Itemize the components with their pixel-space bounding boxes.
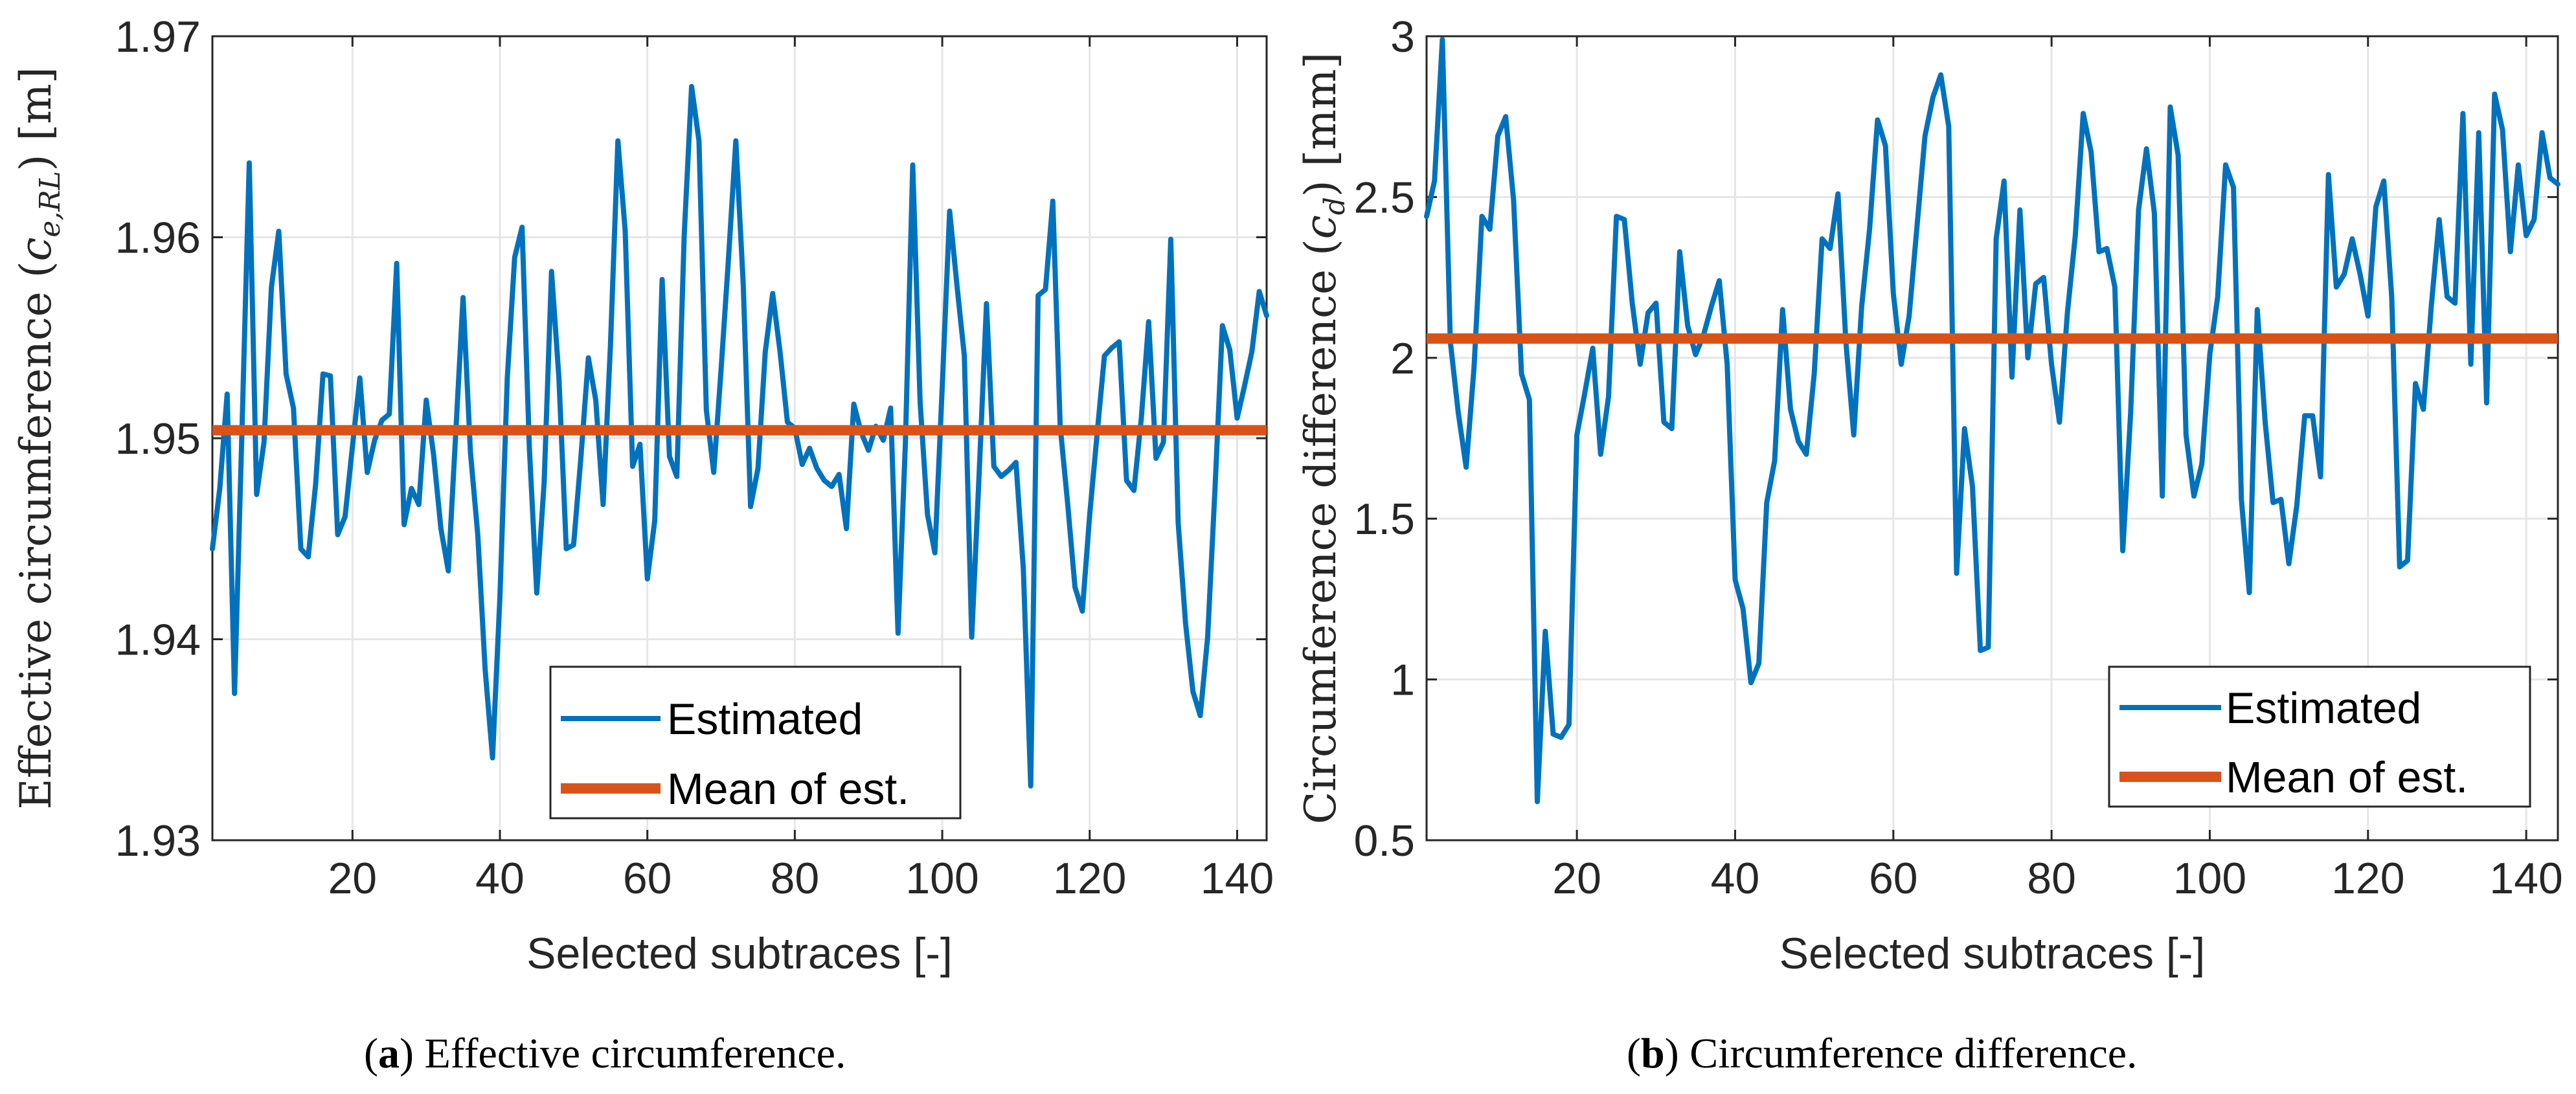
- x-tick-label: 140: [1201, 854, 1274, 903]
- x-tick-label: 20: [328, 854, 377, 903]
- legend-label-estimated: Estimated: [667, 695, 863, 744]
- legend: Estimated Mean of est.: [549, 665, 962, 820]
- y-tick-label: 1: [1390, 656, 1415, 705]
- y-axis-label-suffix: ) [m]: [11, 67, 61, 171]
- y-tick-label: 1.95: [115, 414, 201, 463]
- y-axis-label-sub: e,RL: [34, 171, 67, 237]
- y-axis-label: Circumference difference (cd) [mm]: [1296, 52, 1351, 825]
- series-estimated-line: [210, 84, 1269, 789]
- y-tick-label: 2: [1390, 334, 1415, 383]
- caption-a: (a) Effective circumference.: [364, 1030, 846, 1077]
- y-tick-label: 0.5: [1353, 816, 1415, 865]
- x-tick-label: 100: [2173, 854, 2246, 903]
- y-tick-label: 1.97: [115, 12, 201, 61]
- y-tick-label: 1.93: [115, 816, 201, 865]
- y-axis-label-sub: d: [1318, 197, 1351, 215]
- axes-box: [1425, 35, 2559, 842]
- x-tick-label: 140: [2489, 854, 2562, 903]
- legend-label-mean: Mean of est.: [2226, 753, 2468, 802]
- chart-panel-b: 20 40 60 80 100 120 140 0.5 1 1.5 2 2.5 3 Estimated Me…: [1296, 12, 2563, 978]
- series-estimated-line: [1424, 37, 2560, 805]
- caption-b: (b) Circumference difference.: [1627, 1030, 2138, 1077]
- x-tick-label: 60: [1869, 854, 1918, 903]
- x-tick-label: 60: [623, 854, 672, 903]
- x-tick-label: 40: [475, 854, 525, 903]
- y-tick-label: 1.5: [1353, 495, 1415, 544]
- legend-label-mean: Mean of est.: [667, 765, 909, 814]
- x-tick-label: 40: [1711, 854, 1760, 903]
- y-axis-label-var: c: [11, 238, 61, 262]
- y-axis-label-var: c: [1296, 215, 1346, 239]
- legend: Estimated Mean of est.: [2108, 665, 2531, 808]
- x-tick-label: 80: [771, 854, 820, 903]
- y-axis-label-prefix: Circumference difference (: [1296, 239, 1346, 824]
- x-tick-label: 120: [1053, 854, 1126, 903]
- y-tick-label: 2.5: [1353, 173, 1415, 222]
- legend-label-estimated: Estimated: [2226, 684, 2421, 733]
- y-tick-label: 1.96: [115, 214, 201, 263]
- y-tick-label: 1.94: [115, 616, 201, 665]
- x-axis-label: Selected subtraces [-]: [526, 929, 953, 978]
- y-axis-label-prefix: Effective circumference (: [11, 262, 61, 810]
- x-tick-label: 100: [905, 854, 978, 903]
- x-tick-label: 120: [2331, 854, 2404, 903]
- y-tick-label: 3: [1390, 12, 1415, 61]
- y-axis-label-suffix: ) [mm]: [1296, 52, 1346, 197]
- chart-panel-a: 20 40 60 80 100 120 140 1.93 1.94 1.95 1.96 1.97 Est…: [11, 12, 1274, 978]
- y-axis-label: Effective circumference (ce,RL) [m]: [11, 67, 67, 809]
- x-axis-label: Selected subtraces [-]: [1779, 929, 2206, 978]
- legend-box: [2108, 665, 2531, 808]
- x-tick-label: 80: [2027, 854, 2076, 903]
- x-tick-label: 20: [1552, 854, 1601, 903]
